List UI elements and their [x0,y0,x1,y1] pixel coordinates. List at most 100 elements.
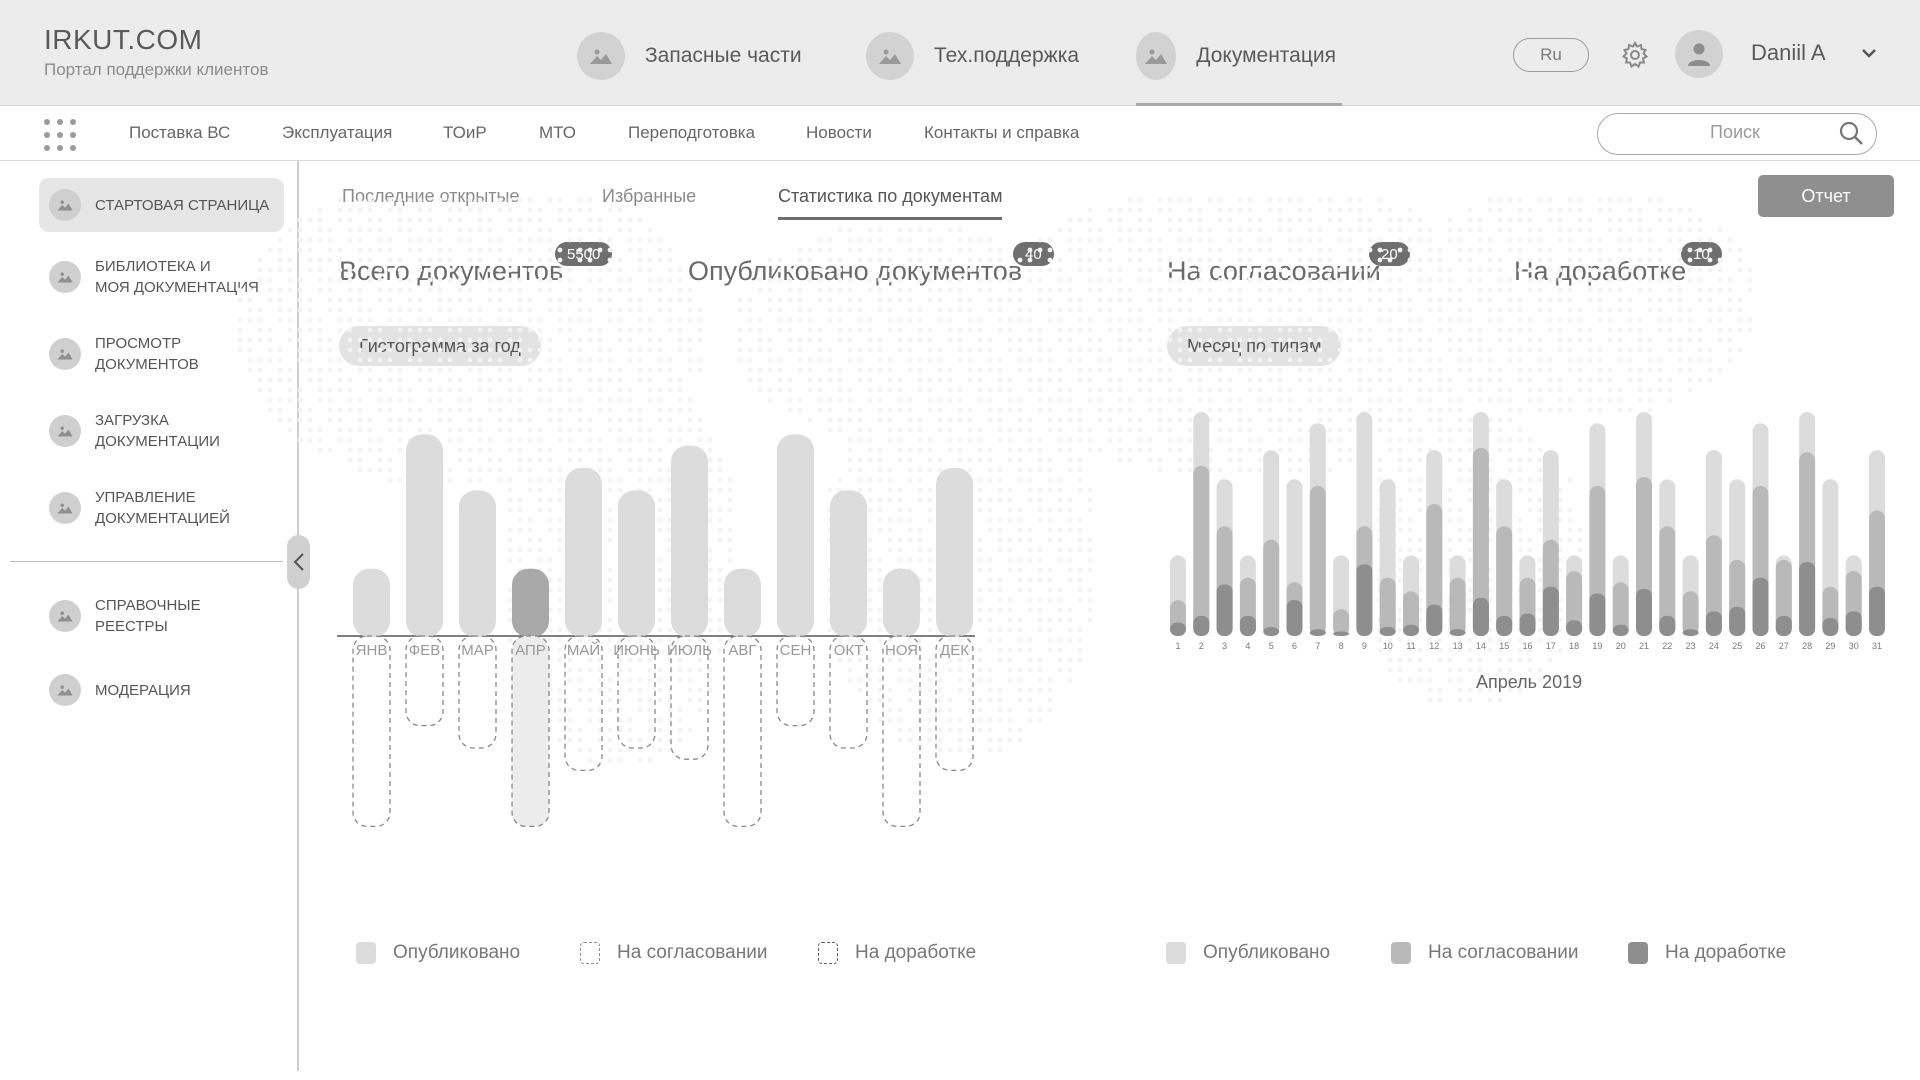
bar-published-ИЮНЬ[interactable] [618,490,655,637]
gear-icon[interactable] [1620,40,1650,70]
bar-rework-day-7[interactable] [1309,629,1326,636]
sidebar-collapse-button[interactable] [287,535,310,589]
bar-rework-day-28[interactable] [1799,562,1816,636]
header-tab-tech-support[interactable]: Тех.поддержка [866,32,1079,106]
tab-document-statistics[interactable]: Статистика по документам [778,186,1003,220]
bar-rework-day-23[interactable] [1682,629,1699,636]
bar-rework-day-31[interactable] [1869,586,1885,636]
bar-on-review-НОЯ[interactable] [882,635,921,828]
bar-on-review-day-20[interactable] [1612,582,1629,636]
bar-on-review-day-12[interactable] [1426,503,1443,636]
bar-on-review-АПР[interactable] [511,635,550,828]
bar-on-review-ИЮНЬ[interactable] [617,635,656,749]
legend-item-rework-month[interactable]: На доработке [1628,942,1786,964]
bar-on-review-day-11[interactable] [1403,591,1419,636]
bar-rework-day-13[interactable] [1449,629,1466,636]
header-tab-spare-parts[interactable]: Запасные части [577,32,802,106]
subnav-item-aircraft-delivery[interactable]: Поставка ВС [129,123,231,142]
bar-rework-day-1[interactable] [1170,622,1186,636]
brand-logo-text[interactable]: IRKUT.COM [44,24,203,55]
bar-rework-day-17[interactable] [1542,586,1559,636]
bar-rework-day-12[interactable] [1426,604,1443,636]
bar-rework-day-2[interactable] [1193,615,1210,636]
bar-rework-day-3[interactable] [1216,584,1233,636]
bar-rework-day-10[interactable] [1379,627,1396,636]
header-tab-documentation[interactable]: Документация [1136,32,1342,106]
bar-on-review-ОКТ[interactable] [829,635,868,749]
bar-rework-day-27[interactable] [1775,615,1792,636]
bar-on-review-day-18[interactable] [1566,571,1583,636]
bar-rework-day-30[interactable] [1845,611,1862,636]
bar-on-review-day-14[interactable] [1472,447,1489,636]
search-icon[interactable] [1838,120,1864,146]
tab-recent[interactable]: Последние открытые [342,186,520,206]
bar-published-СЕН[interactable] [777,434,814,637]
search-input[interactable] [1597,113,1877,155]
bar-on-review-ФЕВ[interactable] [405,635,444,727]
apps-grid-icon[interactable] [42,117,78,153]
sidebar-item-upload-documentation[interactable]: ЗАГРУЗКА ДОКУМЕНТАЦИИ [39,408,284,454]
subnav-item-operation[interactable]: Эксплуатация [282,123,393,142]
sidebar-item-moderation[interactable]: МОДЕРАЦИЯ [39,667,284,713]
bar-rework-day-9[interactable] [1356,564,1373,636]
bar-rework-day-19[interactable] [1589,593,1606,636]
legend-item-rework[interactable]: На доработке [818,942,976,964]
subnav-item-news[interactable]: Новости [806,123,872,142]
bar-rework-day-24[interactable] [1705,611,1722,636]
bar-published-ОКТ[interactable] [830,490,867,637]
bar-on-review-day-8[interactable] [1333,609,1350,636]
bar-rework-day-16[interactable] [1519,613,1536,636]
bar-published-ЯНВ[interactable] [353,568,390,637]
bar-on-review-МАЙ[interactable] [564,635,603,772]
month-by-type-button[interactable]: Месяц по типам [1167,326,1342,366]
bar-on-review-АВГ[interactable] [723,635,762,828]
bar-rework-day-11[interactable] [1403,624,1419,636]
bar-on-review-day-15[interactable] [1496,526,1513,636]
bar-published-АПР[interactable] [512,568,549,637]
bar-rework-day-14[interactable] [1472,597,1489,636]
bar-on-review-day-5[interactable] [1263,539,1280,636]
bar-rework-day-6[interactable] [1286,600,1303,636]
bar-rework-day-21[interactable] [1636,588,1652,636]
bar-published-МАЙ[interactable] [565,468,602,637]
bar-published-ФЕВ[interactable] [406,434,443,637]
bar-on-review-day-7[interactable] [1309,485,1326,636]
bar-rework-day-22[interactable] [1659,615,1676,636]
sidebar-item-library[interactable]: БИБЛИОТЕКА И МОЯ ДОКУМЕНТАЦИЯ [39,254,284,300]
subnav-item-retraining[interactable]: Переподготовка [628,123,756,142]
bar-rework-day-5[interactable] [1263,627,1280,636]
bar-rework-day-15[interactable] [1496,615,1513,636]
bar-on-review-day-10[interactable] [1379,577,1396,636]
bar-on-review-СЕН[interactable] [776,635,815,727]
bar-rework-day-29[interactable] [1822,618,1839,636]
bar-on-review-day-13[interactable] [1449,577,1466,636]
legend-item-on-review-month[interactable]: На согласовании [1391,942,1578,964]
bar-on-review-ДЕК[interactable] [935,635,974,772]
bar-on-review-day-22[interactable] [1659,526,1676,636]
subnav-item-contacts[interactable]: Контакты и справка [924,123,1080,142]
bar-published-ДЕК[interactable] [936,468,973,637]
bar-published-ИЮЛЬ[interactable] [671,445,708,637]
bar-rework-day-4[interactable] [1239,615,1256,636]
tab-favorites[interactable]: Избранные [602,186,697,206]
sidebar-item-reference-registers[interactable]: СПРАВОЧНЫЕ РЕЕСТРЫ [39,593,284,639]
legend-item-published-month[interactable]: Опубликовано [1166,942,1330,964]
user-name[interactable]: Daniil A [1751,40,1826,65]
bar-on-review-ЯНВ[interactable] [352,635,391,828]
bar-rework-day-18[interactable] [1566,620,1583,636]
bar-rework-day-20[interactable] [1612,624,1629,636]
bar-on-review-day-23[interactable] [1682,591,1699,636]
bar-published-НОЯ[interactable] [883,568,920,637]
legend-item-published[interactable]: Опубликовано [356,942,520,964]
chevron-down-icon[interactable] [1860,44,1878,62]
bar-published-МАР[interactable] [459,490,496,637]
language-button[interactable]: Ru [1513,38,1589,72]
legend-item-on-review[interactable]: На согласовании [580,942,767,964]
bar-rework-day-25[interactable] [1729,606,1746,636]
user-avatar[interactable] [1675,30,1723,78]
subnav-item-logistics[interactable]: МТО [539,123,577,142]
sidebar-item-manage-documentation[interactable]: УПРАВЛЕНИЕ ДОКУМЕНТАЦИЕЙ [39,485,284,531]
sidebar-item-start-page[interactable]: СТАРТОВАЯ СТРАНИЦА [39,178,284,232]
bar-rework-day-26[interactable] [1752,577,1769,636]
sidebar-item-view-documents[interactable]: ПРОСМОТР ДОКУМЕНТОВ [39,331,284,377]
